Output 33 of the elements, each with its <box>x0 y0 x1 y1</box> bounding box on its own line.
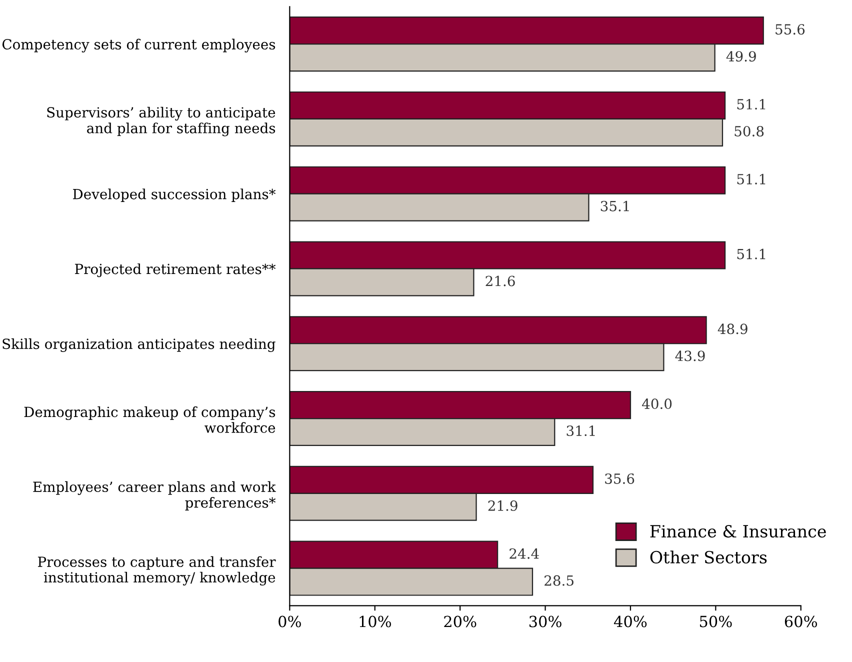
y-tick-label: Projected retirement rates** <box>74 263 276 278</box>
x-tick-label: 20% <box>444 616 476 628</box>
legend-label: Other Sectors <box>650 550 767 564</box>
y-tick-label: Skills organization anticipates needing <box>2 338 276 352</box>
y-tick-label: Employees’ career plans and work preferences* <box>33 481 276 510</box>
data-label: 21.9 <box>488 500 518 511</box>
data-label: 35.1 <box>600 200 629 212</box>
x-tick-label: 30% <box>529 616 562 628</box>
x-tick-label: 40% <box>614 616 647 628</box>
legend-label: Finance & Insurance <box>650 524 826 538</box>
data-label: 35.6 <box>605 473 634 484</box>
data-label: 40.0 <box>642 398 672 410</box>
data-label: 28.5 <box>544 575 574 586</box>
x-tick-label: 10% <box>360 616 392 628</box>
x-tick-label: 50% <box>700 616 732 628</box>
y-tick-label: Developed succession plans* <box>73 188 276 202</box>
data-label: 43.9 <box>675 350 705 362</box>
data-label: 51.1 <box>737 98 766 110</box>
x-tick-label: 0% <box>278 616 301 628</box>
data-label: 50.8 <box>734 126 764 136</box>
x-tick-label: 60% <box>784 616 818 628</box>
data-label: 21.6 <box>486 276 515 286</box>
y-tick-label: Processes to capture and transfer institutional memory/ knowledge <box>38 556 276 586</box>
data-label: 51.1 <box>737 174 766 184</box>
y-tick-label: Competency sets of current employees <box>2 38 276 52</box>
data-label: 24.4 <box>510 548 539 559</box>
y-tick-label: Supervisors’ ability to anticipate and plan for staffing needs <box>47 106 276 136</box>
data-label: 55.6 <box>776 24 805 35</box>
data-label: 49.9 <box>726 51 756 62</box>
data-label: 48.9 <box>718 324 748 334</box>
data-label: 31.1 <box>566 426 595 436</box>
y-tick-label: Demographic makeup of company’s workforce <box>24 406 276 433</box>
data-label: 51.1 <box>737 248 766 260</box>
